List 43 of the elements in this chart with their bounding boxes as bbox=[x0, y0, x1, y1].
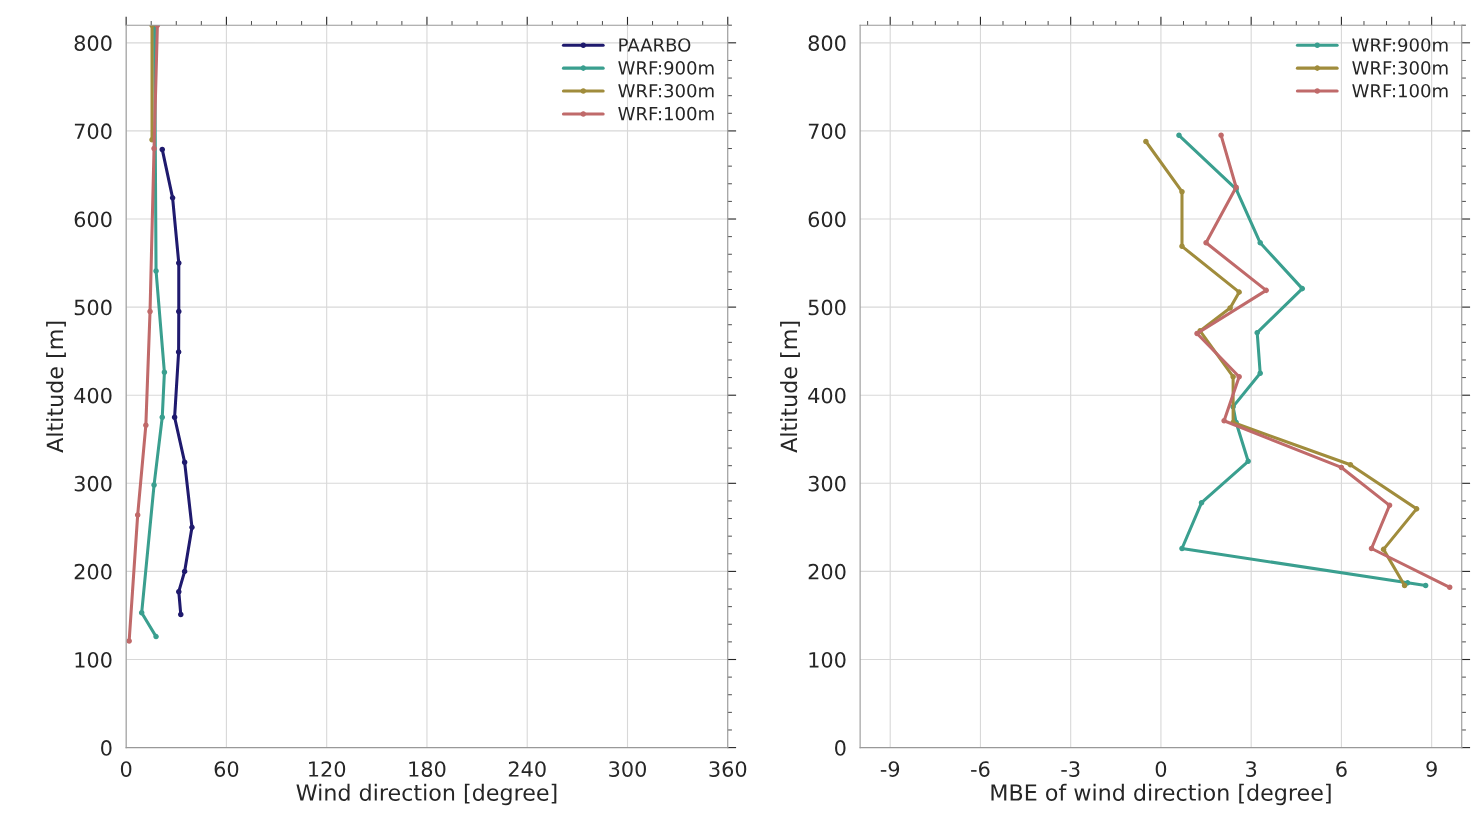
y-tick-label: 700 bbox=[808, 123, 846, 140]
x-axis-title: MBE of wind direction [degree] bbox=[991, 783, 1331, 806]
x-tick-label: 120 bbox=[309, 761, 346, 777]
x-tick-label: 6 bbox=[1336, 761, 1347, 777]
y-tick-label: 300 bbox=[74, 475, 112, 492]
x-tick-label: -6 bbox=[971, 761, 990, 777]
x-tick-label: 0 bbox=[1155, 761, 1167, 777]
y-tick-label: 300 bbox=[808, 475, 846, 492]
y-tick-label: 700 bbox=[74, 123, 112, 140]
y-tick-label: 0 bbox=[835, 740, 846, 756]
x-tick-label: 240 bbox=[508, 761, 546, 777]
y-axis-title: Altitude [m] bbox=[46, 321, 66, 453]
legend-label: WRF:300m bbox=[1352, 61, 1448, 75]
x-tick-label: -3 bbox=[1061, 761, 1080, 777]
y-tick-label: 800 bbox=[74, 35, 112, 52]
y-axis-title: Altitude [m] bbox=[780, 321, 800, 453]
legend-label: PAARBO bbox=[619, 38, 691, 52]
y-tick-label: 400 bbox=[808, 387, 846, 404]
x-axis-title: Wind direction [degree] bbox=[296, 783, 557, 806]
x-tick-label: -9 bbox=[880, 761, 900, 777]
x-tick-label: 180 bbox=[409, 761, 446, 777]
x-tick-label: 9 bbox=[1426, 761, 1437, 777]
y-tick-label: 0 bbox=[101, 740, 112, 756]
y-tick-label: 400 bbox=[74, 387, 112, 404]
x-tick-label: 3 bbox=[1246, 761, 1257, 777]
y-tick-label: 200 bbox=[808, 563, 846, 580]
y-tick-label: 600 bbox=[808, 211, 846, 228]
legend-label: WRF:900m bbox=[618, 61, 714, 75]
x-tick-label: 360 bbox=[709, 761, 747, 777]
y-tick-label: 200 bbox=[74, 563, 112, 580]
legend-label: WRF:300m bbox=[618, 83, 714, 98]
y-tick-label: 800 bbox=[808, 35, 846, 52]
y-tick-label: 500 bbox=[808, 299, 846, 316]
x-tick-label: 60 bbox=[214, 761, 239, 777]
y-tick-label: 100 bbox=[809, 651, 846, 668]
legend-label: WRF:100m bbox=[1352, 83, 1448, 98]
legend-label: WRF:900m bbox=[1352, 38, 1448, 52]
legend-label: WRF:100m bbox=[618, 106, 714, 121]
y-tick-label: 600 bbox=[74, 211, 112, 228]
y-tick-label: 500 bbox=[74, 299, 112, 316]
x-tick-label: 300 bbox=[609, 761, 646, 777]
x-tick-label: 0 bbox=[120, 761, 132, 777]
y-tick-label: 100 bbox=[75, 651, 112, 668]
